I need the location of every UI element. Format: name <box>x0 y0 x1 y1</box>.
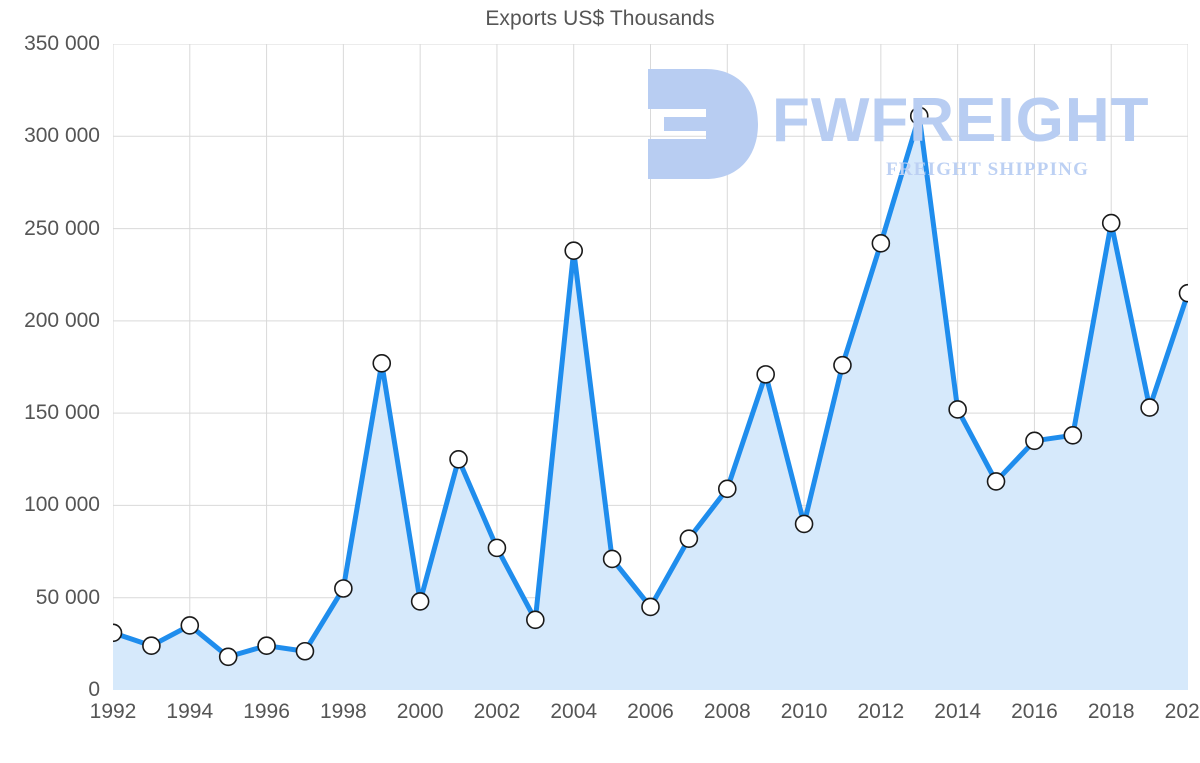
x-axis-tick-label: 1992 <box>89 700 137 723</box>
data-point-marker[interactable] <box>1101 213 1121 233</box>
x-axis-labels: 1992 1994 1996 1998 2000 2002 2004 2006 2008 2010… <box>0 700 1200 745</box>
x-axis-tick-label: 1996 <box>243 700 290 723</box>
data-point-marker[interactable] <box>986 472 1006 491</box>
data-point-marker[interactable] <box>142 636 161 656</box>
y-axis-tick-label: 150 000 <box>24 401 100 425</box>
data-point-marker[interactable] <box>871 234 891 253</box>
y-axis-tick-label: 50 000 <box>35 585 100 609</box>
data-point-marker[interactable] <box>756 365 775 384</box>
x-axis-tick-label: 2010 <box>780 700 828 723</box>
data-point-marker[interactable] <box>1140 398 1159 417</box>
data-point-marker[interactable] <box>410 592 430 611</box>
x-axis-tick-label: 2016 <box>1011 700 1058 723</box>
x-axis-tick-label: 2020 <box>1164 700 1200 723</box>
data-point-marker[interactable] <box>679 529 699 548</box>
x-axis-tick-label: 2006 <box>627 700 674 723</box>
y-axis-tick-label: 300 000 <box>24 124 100 148</box>
data-point-marker[interactable] <box>909 106 929 126</box>
x-axis-tick-label: 2004 <box>550 700 598 723</box>
data-point-marker[interactable] <box>1025 431 1044 451</box>
x-axis-tick-label: 2018 <box>1087 700 1135 723</box>
y-axis-labels: 0 50 000 100 000 150 000 200 000 250 000 300 0… <box>0 0 100 763</box>
data-point-marker[interactable] <box>564 241 584 261</box>
x-axis-tick-label: 2002 <box>473 700 521 723</box>
data-point-marker[interactable] <box>833 355 852 375</box>
data-point-marker[interactable] <box>257 636 276 656</box>
data-point-marker[interactable] <box>794 514 814 534</box>
x-axis-tick-label: 2000 <box>396 700 444 723</box>
data-point-marker[interactable] <box>717 479 737 499</box>
y-axis-tick-label: 350 000 <box>24 32 100 55</box>
data-point-marker[interactable] <box>641 597 660 617</box>
chart-title: Exports US$ Thousands <box>485 7 715 30</box>
y-axis-tick-label: 100 000 <box>24 493 100 517</box>
x-axis-tick-label: 1998 <box>319 700 367 723</box>
data-point-marker[interactable] <box>372 354 392 373</box>
data-point-marker[interactable] <box>487 538 507 558</box>
data-point-marker[interactable] <box>449 449 468 469</box>
data-point-marker[interactable] <box>113 623 123 643</box>
data-point-marker[interactable] <box>295 641 315 661</box>
x-axis-tick-label: 1994 <box>166 700 214 723</box>
data-point-marker[interactable] <box>334 579 353 598</box>
data-point-marker[interactable] <box>526 610 545 630</box>
y-axis-tick-label: 200 000 <box>24 308 100 332</box>
chart-svg <box>113 44 1188 690</box>
x-axis-tick-label: 2012 <box>857 700 905 723</box>
data-point-marker[interactable] <box>602 549 622 569</box>
data-point-marker[interactable] <box>180 616 200 635</box>
data-point-marker[interactable] <box>218 647 238 667</box>
data-point-marker[interactable] <box>948 400 967 419</box>
data-point-marker[interactable] <box>1178 283 1189 303</box>
x-axis-tick-label: 2014 <box>934 700 981 723</box>
data-point-marker[interactable] <box>1063 425 1083 445</box>
data-point-markers <box>113 106 1189 667</box>
plot-area <box>113 44 1188 690</box>
y-axis-tick-label: 0 <box>88 678 100 701</box>
y-axis-tick-label: 250 000 <box>24 216 100 240</box>
x-axis-tick-label: 2008 <box>703 700 751 723</box>
area-fill <box>113 115 1188 690</box>
